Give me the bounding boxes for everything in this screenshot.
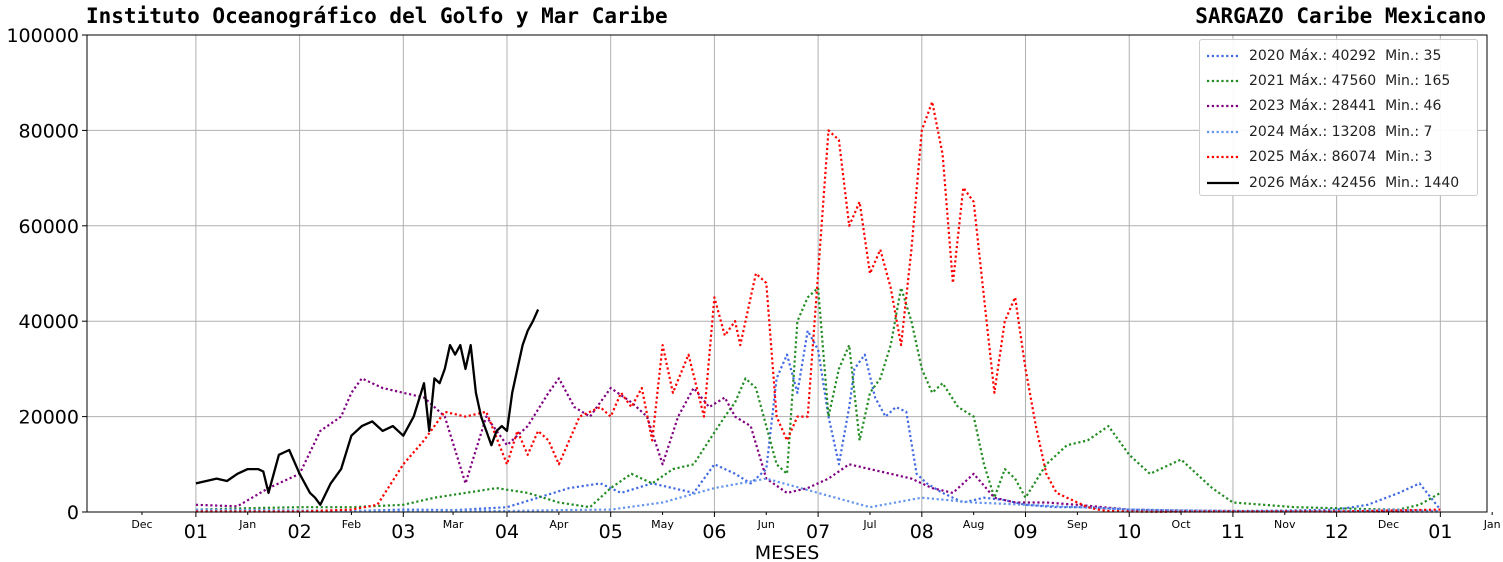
legend-item-2020: 2020 Máx.: 40292 Min.: 35 <box>1206 43 1471 68</box>
legend-swatch-2020 <box>1207 54 1239 57</box>
legend-label-2025: 2025 Máx.: 86074 Min.: 3 <box>1249 149 1433 166</box>
x-major-tick-label: 01 <box>184 521 208 543</box>
x-minor-tick-label: Nov <box>1274 518 1296 531</box>
legend-label-2023: 2023 Máx.: 28441 Min.: 46 <box>1249 98 1442 115</box>
plot-frame <box>86 34 1488 513</box>
y-tick-label: 60000 <box>19 216 79 238</box>
legend: 2020 Máx.: 40292 Min.: 35 2021 Máx.: 4756… <box>1199 39 1478 196</box>
x-major-tick-label: 06 <box>702 521 726 543</box>
x-major-tick-label: 10 <box>1117 521 1141 543</box>
y-tick-label: 20000 <box>19 407 79 429</box>
y-tick-label: 0 <box>67 502 79 524</box>
legend-label-2021: 2021 Máx.: 47560 Min.: 165 <box>1249 73 1451 90</box>
y-tick-label: 40000 <box>19 311 79 333</box>
x-major-tick-label: 04 <box>495 521 519 543</box>
x-major-tick-label: 03 <box>391 521 415 543</box>
legend-item-2025: 2025 Máx.: 86074 Min.: 3 <box>1206 145 1471 170</box>
series-line-2023 <box>195 377 1441 513</box>
x-minor-tick-label: Dec <box>131 518 152 531</box>
x-major-tick-label: 01 <box>1428 521 1452 543</box>
legend-item-2024: 2024 Máx.: 13208 Min.: 7 <box>1206 119 1471 144</box>
legend-swatch-2024 <box>1207 130 1239 133</box>
chart-title: SARGAZO Caribe Mexicano <box>1195 4 1486 28</box>
legend-label-2020: 2020 Máx.: 40292 Min.: 35 <box>1249 47 1442 64</box>
x-minor-tick-label: Jul <box>862 518 876 531</box>
x-minor-tick-label: Mar <box>443 518 464 531</box>
x-minor-tick-label: Apr <box>549 518 569 531</box>
x-minor-tick-label: Feb <box>342 518 361 531</box>
series-line-2026 <box>195 309 540 506</box>
x-minor-tick-label: Oct <box>1172 518 1192 531</box>
x-major-tick-label: 12 <box>1325 521 1349 543</box>
legend-swatch-2025 <box>1207 156 1239 159</box>
legend-swatch-2026 <box>1207 181 1239 184</box>
legend-item-2021: 2021 Máx.: 47560 Min.: 165 <box>1206 68 1471 93</box>
legend-label-2024: 2024 Máx.: 13208 Min.: 7 <box>1249 123 1433 140</box>
legend-item-2023: 2023 Máx.: 28441 Min.: 46 <box>1206 94 1471 119</box>
series-line-2020 <box>195 329 1442 513</box>
x-major-tick-label: 02 <box>287 521 311 543</box>
x-minor-tick-label: Jan <box>1483 518 1501 531</box>
x-minor-tick-label: Sep <box>1067 518 1088 531</box>
x-minor-tick-label: Jan <box>238 518 256 531</box>
x-major-tick-label: 09 <box>1013 521 1037 543</box>
series-lines <box>195 100 1442 513</box>
x-minor-tick-label: Aug <box>963 518 984 531</box>
x-minor-tick-label: May <box>651 518 674 531</box>
x-major-tick-label: 07 <box>806 521 830 543</box>
series-line-2025 <box>195 100 1441 513</box>
institute-title: Instituto Oceanográfico del Golfo y Mar … <box>86 4 668 28</box>
x-minor-tick-label: Dec <box>1378 518 1399 531</box>
x-major-tick-label: 08 <box>910 521 934 543</box>
legend-item-2026: 2026 Máx.: 42456 Min.: 1440 <box>1206 170 1471 195</box>
legend-swatch-2023 <box>1207 105 1239 108</box>
legend-label-2026: 2026 Máx.: 42456 Min.: 1440 <box>1249 174 1460 191</box>
y-tick-label: 100000 <box>6 25 79 47</box>
series-line-2024 <box>195 477 1441 513</box>
x-major-tick-label: 11 <box>1221 521 1245 543</box>
x-minor-tick-label: Jun <box>757 518 775 531</box>
axis-ticks: 0 20000 40000 60000 80000 100000 01 02 03 04 05 06 0… <box>6 25 1500 543</box>
y-tick-label: 80000 <box>19 120 79 142</box>
x-major-tick-label: 05 <box>599 521 623 543</box>
legend-swatch-2021 <box>1207 79 1239 83</box>
x-axis-label: MESES <box>755 542 820 562</box>
